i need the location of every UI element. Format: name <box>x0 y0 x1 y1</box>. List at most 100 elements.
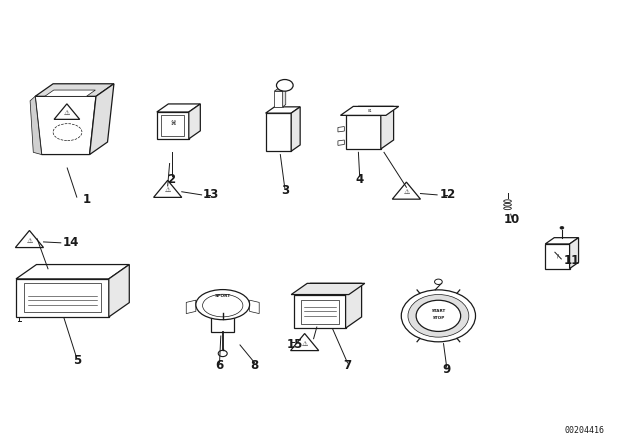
Point <box>305 293 316 300</box>
Point <box>328 308 338 315</box>
Point <box>442 333 452 340</box>
Point <box>351 119 361 126</box>
Point <box>104 310 114 318</box>
Point <box>266 129 276 137</box>
Point <box>16 283 26 290</box>
Point <box>57 132 67 139</box>
Point <box>74 290 84 297</box>
Point <box>61 140 71 147</box>
Point <box>310 313 321 320</box>
Point <box>175 123 185 130</box>
Point <box>55 130 65 138</box>
Point <box>42 100 52 108</box>
Point <box>317 310 327 318</box>
Point <box>49 292 59 299</box>
Point <box>62 142 72 149</box>
Point <box>11 310 21 318</box>
Point <box>349 122 360 129</box>
Point <box>286 119 296 126</box>
Point <box>11 290 21 297</box>
Point <box>19 301 29 308</box>
Point <box>412 319 422 326</box>
Point <box>33 290 44 297</box>
Point <box>157 130 167 137</box>
Point <box>323 301 333 308</box>
Point <box>335 314 346 321</box>
Point <box>333 318 344 325</box>
Point <box>38 115 48 122</box>
Point <box>356 126 367 133</box>
Point <box>38 279 49 286</box>
Point <box>449 289 460 296</box>
Point <box>92 279 102 286</box>
Point <box>163 132 173 139</box>
Point <box>291 300 301 307</box>
Point <box>66 95 76 102</box>
Point <box>330 302 340 309</box>
Point <box>51 279 61 286</box>
Point <box>40 304 51 311</box>
Point <box>63 281 73 288</box>
Point <box>70 140 80 147</box>
Point <box>177 130 187 137</box>
Point <box>60 284 70 291</box>
Point <box>404 303 415 310</box>
Point <box>19 304 29 311</box>
Point <box>463 316 473 323</box>
Point <box>28 302 38 310</box>
Point <box>328 293 339 300</box>
Point <box>376 122 386 129</box>
Point <box>66 130 76 138</box>
Point <box>83 302 93 310</box>
Point <box>42 284 52 292</box>
Point <box>273 122 284 129</box>
Point <box>362 129 372 137</box>
Point <box>184 132 194 139</box>
Point <box>356 124 367 131</box>
Point <box>294 305 305 312</box>
Point <box>163 114 173 121</box>
Point <box>52 302 62 310</box>
Point <box>51 102 61 109</box>
Point <box>36 304 47 311</box>
Point <box>16 297 26 304</box>
Point <box>32 106 42 113</box>
Point <box>284 131 294 138</box>
Point <box>463 300 473 307</box>
Point <box>280 113 291 121</box>
Point <box>266 119 276 126</box>
Point <box>431 294 441 302</box>
Point <box>35 310 45 317</box>
Point <box>273 142 284 149</box>
Point <box>371 124 381 131</box>
Point <box>70 112 80 119</box>
Point <box>44 281 54 288</box>
Point <box>412 327 422 335</box>
Point <box>97 302 107 310</box>
Point <box>362 121 372 128</box>
Point <box>552 246 562 253</box>
Point <box>54 278 65 285</box>
Point <box>457 306 467 313</box>
Point <box>161 132 171 139</box>
Point <box>83 96 93 103</box>
Point <box>271 115 282 122</box>
Point <box>163 117 173 125</box>
Point <box>70 126 80 134</box>
Point <box>47 279 57 286</box>
Point <box>335 294 346 302</box>
Point <box>172 121 182 128</box>
Point <box>74 132 84 139</box>
Point <box>53 125 63 132</box>
Point <box>13 302 23 310</box>
Point <box>555 246 565 253</box>
Point <box>79 99 90 106</box>
Point <box>307 293 317 300</box>
Point <box>184 130 194 137</box>
Point <box>86 281 96 288</box>
Point <box>351 122 361 129</box>
Point <box>42 112 52 119</box>
Point <box>52 305 62 312</box>
Point <box>65 294 76 302</box>
Point <box>302 297 312 304</box>
